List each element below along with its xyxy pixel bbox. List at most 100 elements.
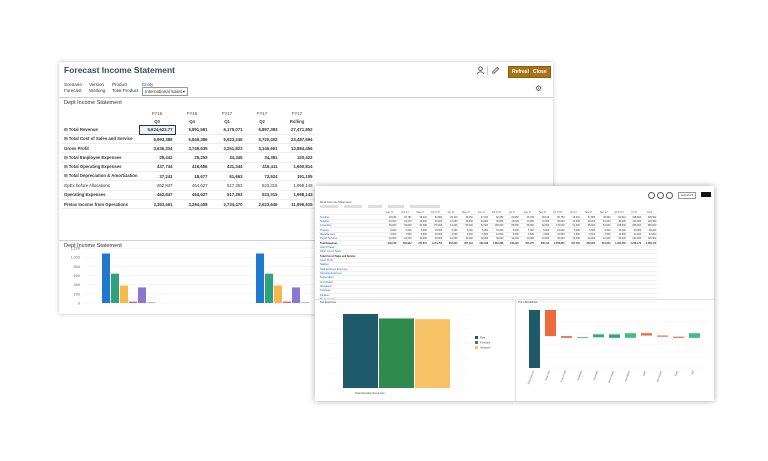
- grid-cell[interactable]: [565, 280, 581, 285]
- grid-cell[interactable]: [443, 253, 459, 259]
- grid-cell[interactable]: [427, 258, 444, 264]
- grid-cell[interactable]: 10,000: [458, 219, 474, 225]
- grid-cell[interactable]: [427, 266, 444, 272]
- table-row[interactable]: ⊞ Total Depreciation & Amortization 37,24…: [62, 171, 315, 182]
- grid-cell[interactable]: [473, 280, 490, 285]
- grid-cell[interactable]: 30,000: [550, 219, 566, 225]
- grid-cell[interactable]: [504, 271, 520, 277]
- expand-icon[interactable]: ⊞: [64, 173, 69, 179]
- grid-cell[interactable]: [611, 266, 627, 272]
- grid-cell[interactable]: 10,000: [382, 236, 398, 242]
- grid-cell[interactable]: 65,000: [504, 223, 520, 229]
- grid-cell[interactable]: [397, 245, 413, 251]
- grid-cell[interactable]: [382, 284, 398, 290]
- grid-cell[interactable]: 5,000: [596, 227, 612, 233]
- grid-cell[interactable]: [443, 262, 459, 268]
- grid-cell[interactable]: 10,000: [565, 219, 581, 225]
- grid-cell[interactable]: 28,620: [596, 214, 612, 220]
- table-row[interactable]: Gross Profit 3,636,334 3,749,635 3,251,823 3…: [62, 143, 315, 154]
- grid-cell[interactable]: 27,471,852: [279, 125, 315, 135]
- grid-cell[interactable]: [550, 284, 566, 290]
- table-row[interactable]: Pretax Income from Operations 3,353,461 3,…: [62, 199, 315, 210]
- grid-cell[interactable]: [412, 249, 428, 255]
- table-row[interactable]: Consulting 65,000 58,000 52,000 175,000 61,00…: [319, 223, 658, 229]
- grid-cell[interactable]: 10,000: [596, 219, 612, 225]
- grid-cell[interactable]: 65,000: [382, 223, 398, 229]
- grid-cell[interactable]: 3,146,661: [244, 143, 280, 154]
- grid-cell[interactable]: 10,000: [412, 236, 428, 242]
- grid-cell[interactable]: [443, 288, 459, 294]
- grid-cell[interactable]: 5,000: [519, 227, 535, 233]
- grid-cell[interactable]: [427, 271, 444, 277]
- grid-cell[interactable]: 61,000: [565, 223, 581, 229]
- grid-cell[interactable]: [412, 288, 428, 294]
- grid-cell[interactable]: 3,636,334: [139, 143, 175, 154]
- grid-cell[interactable]: [427, 249, 444, 255]
- grid-cell[interactable]: [565, 288, 581, 294]
- table-row[interactable]: OpEx before Allocations 462,847 464,627 517…: [62, 180, 315, 191]
- grid-cell[interactable]: [519, 275, 535, 281]
- grid-cell[interactable]: [504, 253, 520, 259]
- grid-cell[interactable]: [397, 249, 413, 255]
- settings-icon[interactable]: ⚙: [535, 84, 543, 93]
- table-row[interactable]: Sundries 28,180 26,781 28,021 82,982 25,120 30…: [319, 214, 658, 220]
- grid-cell[interactable]: 362,048: [473, 240, 490, 246]
- grid-cell[interactable]: [580, 266, 597, 272]
- grid-cell[interactable]: 5,000: [412, 227, 428, 233]
- grid-cell[interactable]: [458, 258, 474, 264]
- grid-cell[interactable]: [504, 266, 520, 272]
- grid-cell[interactable]: [397, 275, 413, 281]
- grid-cell[interactable]: [565, 249, 581, 255]
- grid-cell[interactable]: [382, 249, 398, 255]
- grid-cell[interactable]: 3,284,408: [174, 199, 210, 210]
- grid-cell[interactable]: 15,000: [550, 227, 566, 233]
- grid-cell[interactable]: [596, 275, 612, 281]
- grid-cell[interactable]: [642, 262, 658, 268]
- grid-cell[interactable]: 3,500: [519, 232, 535, 238]
- grid-cell[interactable]: 517,353: [209, 190, 245, 200]
- grid-cell[interactable]: 328,922: [626, 214, 643, 220]
- grid-cell[interactable]: [504, 249, 520, 255]
- grid-cell[interactable]: [458, 245, 474, 251]
- grid-cell[interactable]: [565, 258, 581, 264]
- grid-cell[interactable]: [565, 271, 581, 277]
- grid-cell[interactable]: [626, 266, 643, 272]
- grid-cell[interactable]: [443, 280, 459, 285]
- grid-cell[interactable]: 30,000: [611, 236, 627, 242]
- grid-cell[interactable]: 10,000: [596, 236, 612, 242]
- grid-cell[interactable]: 15,000: [427, 227, 444, 233]
- grid-cell[interactable]: 120,422: [279, 152, 315, 163]
- pov-item[interactable]: [368, 205, 382, 208]
- grid-cell[interactable]: 686,000: [642, 223, 658, 229]
- grid-cell[interactable]: 3,500: [473, 232, 490, 238]
- grid-cell[interactable]: [596, 245, 612, 251]
- grid-cell[interactable]: 10,000: [397, 236, 413, 242]
- grid-cell[interactable]: [642, 266, 658, 272]
- grid-cell[interactable]: [473, 266, 490, 272]
- grid-cell[interactable]: [642, 293, 658, 298]
- grid-cell[interactable]: [642, 271, 658, 277]
- grid-cell[interactable]: 1,074,704: [427, 240, 444, 246]
- grid-cell[interactable]: 5,000: [504, 227, 520, 233]
- grid-cell[interactable]: [534, 253, 551, 259]
- grid-cell[interactable]: 5,000: [397, 227, 413, 233]
- grid-cell[interactable]: [443, 293, 459, 298]
- grid-cell[interactable]: 30,000: [489, 219, 505, 225]
- grid-cell[interactable]: [473, 275, 490, 281]
- grid-cell[interactable]: 464,627: [174, 190, 210, 200]
- grid-cell[interactable]: 27,010: [473, 214, 490, 220]
- grid-cell[interactable]: 61,663: [209, 171, 245, 182]
- grid-cell[interactable]: 3,500: [397, 232, 413, 238]
- grid-cell[interactable]: [489, 253, 505, 259]
- grid-cell[interactable]: [382, 253, 398, 259]
- grid-cell[interactable]: 5,923,245: [209, 134, 245, 145]
- grid-cell[interactable]: 82,910: [611, 214, 627, 220]
- grid-cell[interactable]: [473, 271, 490, 277]
- grid-cell[interactable]: [534, 293, 551, 298]
- grid-cell[interactable]: [489, 284, 505, 290]
- grid-cell[interactable]: [458, 284, 474, 290]
- grid-cell[interactable]: [427, 253, 444, 259]
- grid-cell[interactable]: [443, 249, 459, 255]
- grid-cell[interactable]: [550, 249, 566, 255]
- grid-cell[interactable]: [397, 288, 413, 294]
